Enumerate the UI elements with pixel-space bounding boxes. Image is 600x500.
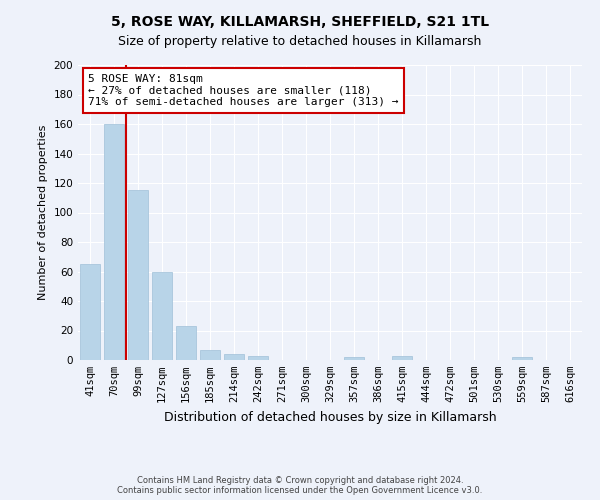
Text: Size of property relative to detached houses in Killamarsh: Size of property relative to detached ho… <box>118 35 482 48</box>
Text: Contains HM Land Registry data © Crown copyright and database right 2024.
Contai: Contains HM Land Registry data © Crown c… <box>118 476 482 495</box>
Bar <box>152 272 172 360</box>
Y-axis label: Number of detached properties: Number of detached properties <box>38 125 48 300</box>
Bar <box>224 354 244 360</box>
Bar <box>176 326 196 360</box>
Bar <box>80 264 100 360</box>
Bar <box>512 357 532 360</box>
Text: 5, ROSE WAY, KILLAMARSH, SHEFFIELD, S21 1TL: 5, ROSE WAY, KILLAMARSH, SHEFFIELD, S21 … <box>111 15 489 29</box>
Bar <box>200 350 220 360</box>
Bar <box>392 356 412 360</box>
X-axis label: Distribution of detached houses by size in Killamarsh: Distribution of detached houses by size … <box>164 410 496 424</box>
Bar <box>344 357 364 360</box>
Bar <box>104 124 124 360</box>
Bar <box>128 190 148 360</box>
Text: 5 ROSE WAY: 81sqm
← 27% of detached houses are smaller (118)
71% of semi-detache: 5 ROSE WAY: 81sqm ← 27% of detached hous… <box>88 74 398 107</box>
Bar <box>248 356 268 360</box>
